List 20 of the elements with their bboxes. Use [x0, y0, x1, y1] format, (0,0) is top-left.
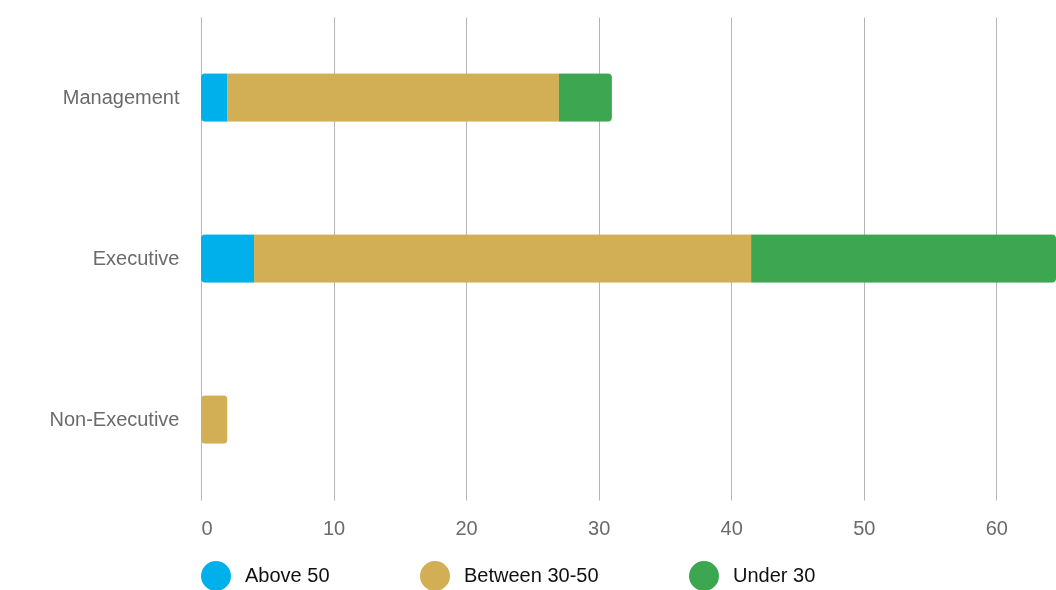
- y-tick-label: Executive: [92, 246, 180, 269]
- legend-label: Above 50: [245, 564, 330, 586]
- x-tick-label: 30: [588, 516, 611, 539]
- x-tick-label: 40: [720, 516, 743, 539]
- x-tick-label: 60: [985, 516, 1008, 539]
- bar: [558, 73, 612, 122]
- legend-label: Under 30: [733, 564, 816, 586]
- bar: [227, 73, 559, 122]
- x-tick-label: 50: [853, 516, 876, 539]
- x-tick-label: 0: [201, 516, 213, 539]
- legend-label: Between 30-50: [464, 564, 599, 586]
- x-tick-label: 10: [322, 516, 346, 539]
- bar: [201, 73, 228, 122]
- bar: [254, 234, 752, 283]
- bar: [201, 395, 228, 444]
- x-tick-label: 20: [455, 516, 478, 539]
- y-tick-label: Non-Executive: [49, 407, 180, 430]
- y-tick-label: Management: [62, 85, 180, 108]
- bar: [201, 234, 255, 283]
- bar: [751, 234, 1056, 283]
